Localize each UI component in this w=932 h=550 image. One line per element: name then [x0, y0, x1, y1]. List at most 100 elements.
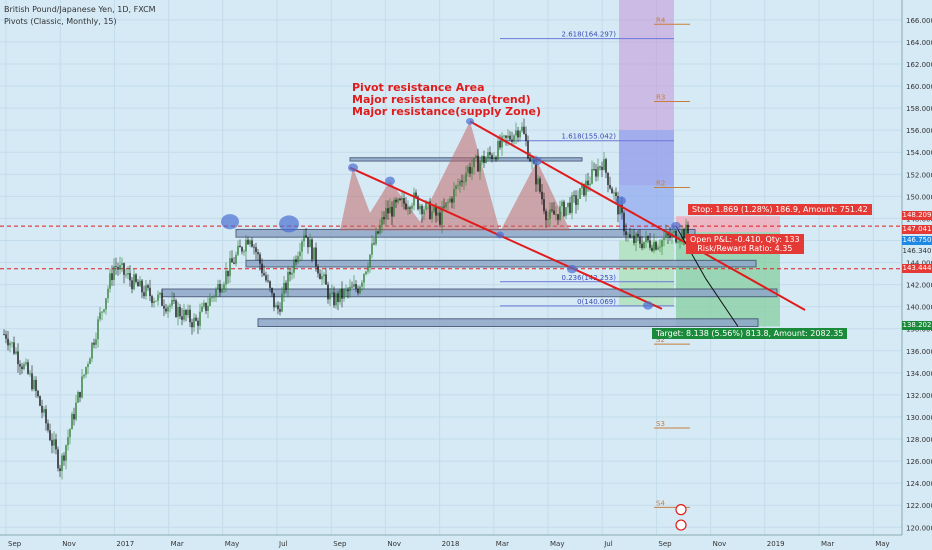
- candle-body: [495, 157, 497, 160]
- y-tick-label: 120.000: [906, 524, 932, 532]
- candle-body: [637, 233, 639, 237]
- candle-body: [429, 201, 431, 219]
- candle-body: [401, 198, 403, 200]
- price-tag-entry: 146.750: [902, 236, 932, 245]
- candle-body: [185, 309, 187, 315]
- swing-marker: [496, 231, 504, 239]
- candle-body: [29, 373, 31, 375]
- candle-body: [223, 284, 225, 290]
- candle-body: [601, 166, 603, 170]
- candle-body: [239, 245, 241, 248]
- candle-body: [297, 256, 299, 263]
- candle-body: [83, 374, 85, 377]
- candle-body: [15, 351, 17, 354]
- candle-body: [455, 185, 457, 189]
- candle-body: [17, 351, 19, 365]
- candle-body: [597, 166, 599, 177]
- candle-body: [85, 367, 87, 375]
- candle-body: [203, 302, 205, 307]
- candle-body: [647, 236, 649, 241]
- candle-body: [245, 239, 247, 252]
- x-tick-label: Mar: [496, 540, 509, 548]
- candle-body: [459, 180, 461, 186]
- candle-body: [331, 292, 333, 294]
- candle-body: [305, 235, 307, 238]
- candle-body: [603, 159, 605, 170]
- x-tick-label: 2019: [767, 540, 785, 548]
- candle-body: [89, 358, 91, 365]
- candle-body: [161, 292, 163, 306]
- fib-level-label: 0(140.069): [577, 298, 616, 306]
- candle-body: [593, 169, 595, 170]
- candle-body: [461, 180, 463, 182]
- candle-body: [547, 218, 549, 221]
- swing-marker: [385, 176, 395, 186]
- candle-body: [527, 140, 529, 159]
- x-tick-label: Nov: [62, 540, 76, 548]
- y-tick-label: 158.000: [906, 105, 932, 113]
- candle-body: [411, 205, 413, 209]
- candle-body: [571, 195, 573, 213]
- candle-body: [621, 204, 623, 213]
- candle-body: [289, 271, 291, 275]
- candle-body: [143, 292, 145, 297]
- candle-body: [41, 405, 43, 413]
- candle-body: [125, 274, 127, 276]
- candle-body: [283, 282, 285, 294]
- annotation-pivot-resistance: Pivot resistance Area: [352, 81, 485, 94]
- candle-body: [311, 239, 313, 260]
- candle-body: [529, 158, 531, 162]
- y-tick-label: 160.000: [906, 83, 932, 91]
- candle-body: [329, 293, 331, 300]
- candle-body: [229, 258, 231, 277]
- candle-body: [579, 188, 581, 199]
- candle-body: [605, 159, 607, 173]
- candle-body: [371, 243, 373, 255]
- candle-body: [515, 130, 517, 136]
- candle-body: [45, 409, 47, 424]
- candle-body: [497, 140, 499, 160]
- y-tick-label: 154.000: [906, 149, 932, 157]
- candle-body: [591, 169, 593, 184]
- candle-body: [261, 263, 263, 274]
- candle-body: [287, 271, 289, 290]
- candle-body: [487, 152, 489, 159]
- candle-body: [211, 297, 213, 299]
- candle-body: [213, 296, 215, 298]
- candle-body: [173, 299, 175, 301]
- candle-body: [121, 263, 123, 265]
- candle-body: [347, 289, 349, 292]
- stop-zone: [676, 216, 780, 233]
- x-tick-label: Nov: [387, 540, 401, 548]
- candle-body: [233, 262, 235, 264]
- trend-line-upper: [469, 120, 806, 311]
- pivot-label: S3: [656, 420, 665, 428]
- pivot-circle-icon: [675, 504, 687, 516]
- candle-body: [275, 305, 277, 308]
- candle-body: [135, 274, 137, 282]
- swing-marker: [643, 301, 653, 310]
- candle-body: [57, 449, 59, 469]
- candle-body: [391, 206, 393, 217]
- candle-body: [291, 272, 293, 275]
- trend-line-lower: [349, 166, 663, 310]
- candle-body: [677, 241, 679, 243]
- pivot-label: R2: [656, 180, 665, 188]
- candle-body: [633, 235, 635, 243]
- candle-body: [443, 206, 445, 208]
- y-tick-label: 132.000: [906, 392, 932, 400]
- candle-body: [669, 235, 671, 238]
- price-zone: [161, 288, 778, 298]
- swing-marker: [532, 156, 542, 166]
- y-tick-label: 150.000: [906, 193, 932, 201]
- pivot-label: R4: [656, 16, 666, 24]
- candle-body: [615, 192, 617, 197]
- candle-body: [519, 131, 521, 138]
- candle-body: [167, 306, 169, 312]
- candle-body: [509, 135, 511, 140]
- candle-body: [493, 157, 495, 160]
- candle-body: [517, 130, 519, 138]
- candle-body: [273, 293, 275, 308]
